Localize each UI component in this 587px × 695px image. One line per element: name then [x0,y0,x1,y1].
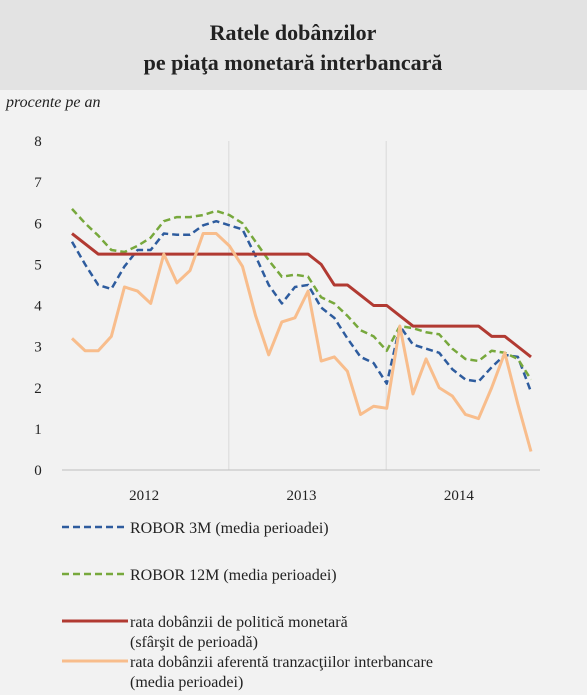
x-tick-label: 2012 [129,488,159,504]
legend-label: rata dobânzii aferentă tranzacţiilor int… [130,654,433,691]
y-tick-label: 4 [34,299,42,315]
y-tick-label: 5 [34,257,42,273]
series-line [70,219,533,393]
header [0,0,587,90]
legend-label: ROBOR 3M (media perioadei) [130,520,329,537]
series-line [70,232,533,452]
y-tick-label: 3 [34,340,42,356]
x-tick-label: 2013 [287,488,317,504]
subtitle: procente pe an [5,94,100,111]
y-tick-label: 2 [34,381,42,397]
y-tick-label: 7 [34,175,42,191]
series-line [71,208,533,381]
chart-title: Ratele dobânzilor pe piaţa monetară inter… [144,20,443,75]
y-tick-label: 0 [34,463,42,479]
y-tick-label: 1 [34,422,42,438]
legend-label: ROBOR 12M (media perioadei) [130,567,337,584]
x-tick-label: 2014 [444,488,475,504]
legend-label: rata dobânzii de politică monetară (sfârş… [130,614,348,651]
series-line [71,232,532,359]
y-tick-label: 8 [34,134,42,150]
y-tick-label: 6 [34,216,42,232]
